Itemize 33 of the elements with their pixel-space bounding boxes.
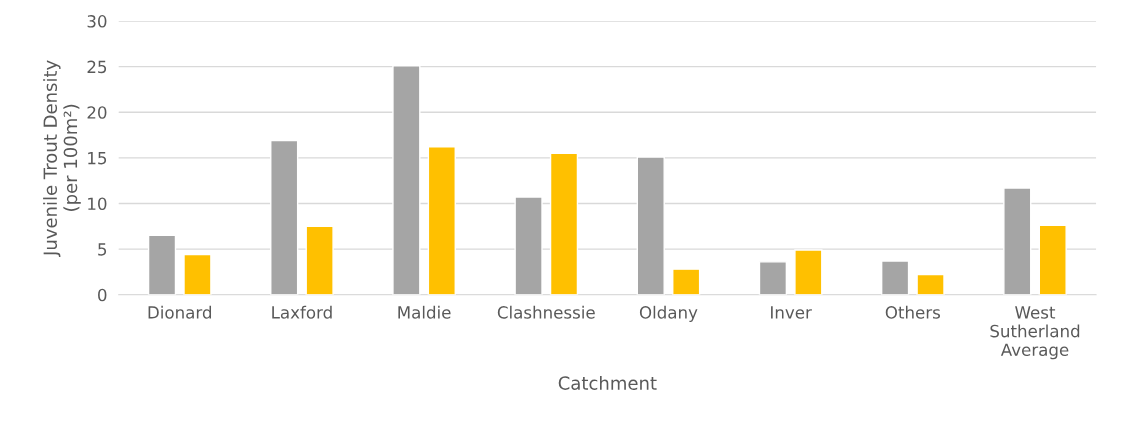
x-axis-title: Catchment	[558, 375, 657, 390]
bar	[514, 196, 543, 295]
bar	[794, 249, 823, 295]
y-tick-label: 25	[87, 60, 107, 74]
x-tick-label: Clashnessie	[497, 305, 595, 319]
bar	[916, 273, 945, 295]
x-tick-label: West Sutherland Average	[990, 306, 1080, 360]
y-axis-title: Juvenile Trout Density (per 100m²)	[43, 60, 81, 257]
bar	[1038, 224, 1067, 295]
bar	[549, 152, 579, 295]
x-tick-label: Dionard	[148, 305, 212, 319]
x-tick-label: Laxford	[272, 305, 332, 319]
bar	[270, 139, 299, 295]
bar	[183, 253, 212, 295]
bar	[758, 261, 788, 295]
y-tick-label: 30	[87, 15, 107, 28]
y-tick-label: 10	[88, 197, 107, 211]
x-tick-label: Others	[885, 305, 941, 319]
bar	[1003, 187, 1032, 295]
bar	[147, 234, 177, 295]
bar	[427, 146, 456, 295]
y-tick-label: 15	[88, 152, 107, 165]
bar	[305, 225, 334, 295]
bar	[636, 156, 665, 295]
bar	[392, 65, 421, 295]
x-tick-label: Oldany	[639, 305, 698, 322]
bar	[672, 268, 701, 295]
y-tick-label: 5	[98, 243, 107, 256]
y-tick-label: 20	[87, 106, 107, 119]
y-tick-label: 0	[98, 288, 107, 302]
x-tick-label: Inver	[771, 306, 812, 319]
bar	[880, 260, 910, 295]
x-tick-label: Maldie	[398, 305, 451, 319]
